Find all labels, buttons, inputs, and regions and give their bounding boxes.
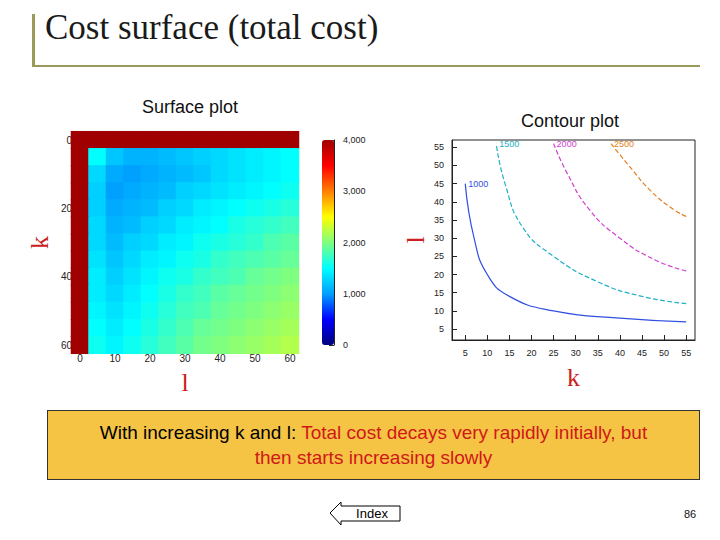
svg-text:l: l [401,236,430,243]
svg-text:4,000: 4,000 [343,135,366,145]
svg-text:50: 50 [434,160,444,170]
html-text:Contour plot: Contour plot [521,111,619,131]
svg-text:55: 55 [434,142,444,152]
svg-text:10: 10 [109,353,121,364]
svg-text:0: 0 [77,353,83,364]
svg-text:40: 40 [434,197,444,207]
svg-text:0: 0 [66,134,72,146]
svg-text:3,000: 3,000 [343,186,366,196]
svg-text:1000: 1000 [468,179,488,189]
svg-text:2500: 2500 [614,139,634,149]
svg-text:45: 45 [637,348,647,358]
svg-text:10: 10 [434,306,444,316]
svg-text:5: 5 [463,348,468,358]
svg-text:5: 5 [439,324,444,334]
svg-text:60: 60 [61,340,73,351]
svg-text:35: 35 [593,348,603,358]
svg-text:60: 60 [284,353,296,364]
svg-text:15: 15 [434,288,444,298]
svg-text:35: 35 [434,215,444,225]
svg-text:50: 50 [659,348,669,358]
svg-text:k: k [25,236,54,249]
svg-text:30: 30 [571,348,581,358]
svg-text:50: 50 [249,353,261,364]
svg-text:2000: 2000 [557,139,577,149]
svg-text:l: l [181,368,188,397]
svg-text:1500: 1500 [499,139,519,149]
svg-text:1,000: 1,000 [343,289,366,299]
html-text:With increasing k and l: Total: With increasing k and l: Total cost deca… [99,422,648,468]
svg-text:55: 55 [681,348,691,358]
svg-text:25: 25 [549,348,559,358]
svg-text:15: 15 [504,348,514,358]
svg-text:40: 40 [615,348,625,358]
svg-text:Index: Index [356,506,388,521]
svg-text:30: 30 [434,233,444,243]
svg-text:k: k [567,363,580,392]
svg-text:30: 30 [179,353,191,364]
svg-text:20: 20 [61,203,73,214]
svg-text:40: 40 [214,353,226,364]
svg-text:20: 20 [144,353,156,364]
svg-text:20: 20 [527,348,537,358]
svg-text:2,000: 2,000 [343,238,366,248]
html-text:86: 86 [684,508,697,520]
html-text:Cost surface (total cost): Cost surface (total cost) [45,8,379,47]
svg-text:10: 10 [482,348,492,358]
html-text:Surface plot: Surface plot [142,97,238,117]
svg-text:25: 25 [434,251,444,261]
svg-text:0: 0 [343,340,348,350]
svg-text:20: 20 [434,270,444,280]
svg-text:45: 45 [434,179,444,189]
svg-text:40: 40 [61,271,73,282]
